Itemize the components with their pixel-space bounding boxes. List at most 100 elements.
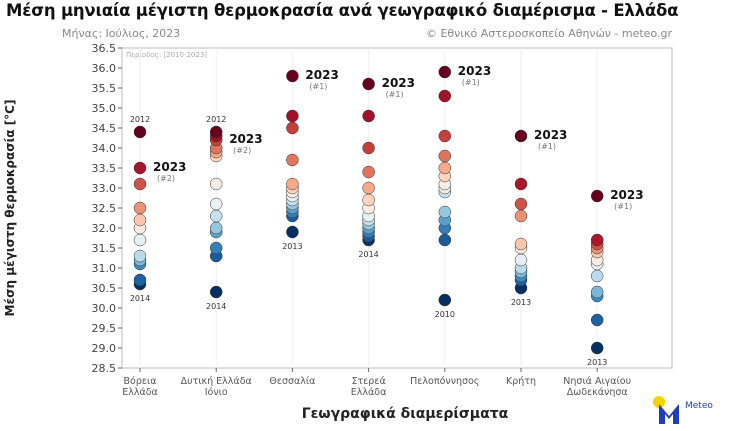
y-axis-label: Μέση μέγιστη θερμοκρασία [°C] (3, 100, 17, 317)
data-point (362, 193, 375, 207)
y-tick-label: 28.5 (92, 362, 117, 375)
x-tick-label: Ιόνιο (205, 387, 228, 398)
label-2023: 2023 (534, 128, 567, 142)
data-point (438, 89, 452, 103)
y-tick-label: 35.5 (92, 82, 117, 95)
data-point (133, 213, 147, 227)
data-point (590, 285, 604, 299)
data-point (286, 225, 299, 239)
rank-2023: (#2) (157, 174, 175, 183)
rank-2023: (#1) (614, 202, 632, 211)
meteo-logo: Meteo (653, 396, 713, 424)
logo-text: Meteo (685, 401, 713, 411)
data-point (362, 77, 375, 91)
data-point (590, 233, 604, 247)
x-axis-label: Γεωγραφικά διαμερίσματα (302, 406, 509, 422)
data-point (133, 177, 147, 191)
data-point (514, 129, 528, 143)
data-point (438, 293, 452, 307)
data-point (514, 197, 528, 211)
data-point (133, 125, 147, 139)
max-year-label: 2012 (130, 115, 150, 124)
data-point (590, 269, 604, 283)
data-point (438, 149, 452, 163)
label-2023: 2023 (305, 68, 338, 82)
data-point (286, 153, 299, 167)
data-point (209, 209, 223, 223)
data-point (362, 181, 375, 195)
label-2023: 2023 (458, 64, 491, 78)
data-point (514, 177, 528, 191)
chart-subtitle: Μήνας: Ιούλιος, 2023 (62, 27, 181, 40)
data-point (362, 165, 375, 179)
min-year-label: 2014 (206, 302, 226, 311)
rank-2023: (#1) (538, 142, 556, 151)
data-point (362, 141, 375, 155)
data-point (209, 241, 223, 255)
y-tick-label: 36.0 (92, 62, 117, 75)
x-tick-label: Ελλάδα (351, 387, 387, 398)
period-note: Περίοδος: [2010-2023] (126, 51, 207, 59)
data-point (514, 237, 528, 251)
y-tick-label: 31.0 (92, 262, 117, 275)
label-2023: 2023 (382, 76, 415, 90)
data-point (133, 161, 147, 175)
data-point (209, 197, 223, 211)
label-2023: 2023 (229, 132, 262, 146)
data-point (209, 177, 223, 191)
data-point (514, 209, 528, 223)
x-tick-label: Στερεά (351, 376, 385, 387)
max-year-label: 2012 (206, 115, 226, 124)
data-point (286, 109, 299, 123)
x-tick-label: Ελλάδα (122, 387, 158, 398)
y-tick-label: 34.0 (92, 142, 117, 155)
y-tick-label: 30.5 (92, 282, 117, 295)
data-point (209, 285, 223, 299)
min-year-label: 2010 (435, 310, 455, 319)
y-tick-label: 31.5 (92, 242, 117, 255)
data-point (438, 233, 452, 247)
y-tick-label: 32.5 (92, 202, 117, 215)
y-tick-label: 35.0 (92, 102, 117, 115)
data-point (286, 69, 299, 83)
data-point (133, 249, 147, 263)
x-tick-label: Πελοπόννησος (410, 376, 479, 387)
data-point (133, 273, 147, 287)
y-tick-label: 29.0 (92, 342, 117, 355)
data-point (438, 205, 452, 219)
rank-2023: (#1) (309, 82, 327, 91)
data-point (286, 177, 299, 191)
data-point (590, 313, 604, 327)
rank-2023: (#1) (462, 78, 480, 87)
min-year-label: 2013 (282, 242, 302, 251)
label-2023: 2023 (153, 160, 186, 174)
data-point (362, 109, 375, 123)
y-tick-label: 30.0 (92, 302, 117, 315)
data-point (209, 125, 223, 139)
data-point (133, 233, 147, 247)
min-year-label: 2013 (511, 298, 531, 307)
data-point (514, 253, 528, 267)
y-tick-label: 29.5 (92, 322, 117, 335)
x-tick-label: Δωδεκάνησα (567, 387, 628, 398)
x-tick-label: Κρήτη (506, 376, 536, 387)
data-point (438, 65, 452, 79)
x-tick-label: Δυτική Ελλάδα (181, 376, 252, 387)
chart-credit: © Εθνικό Αστεροσκοπείο Αθηνών - meteo.gr (425, 27, 672, 40)
chart-title: Μέση μηνιαία μέγιστη θερμοκρασία ανά γεω… (6, 1, 679, 20)
y-tick-label: 36.5 (92, 42, 117, 55)
y-tick-label: 34.5 (92, 122, 117, 135)
data-point (438, 161, 452, 175)
data-point (590, 341, 604, 355)
min-year-label: 2014 (358, 250, 378, 259)
y-tick-label: 33.5 (92, 162, 117, 175)
data-point (209, 221, 223, 235)
x-tick-label: Βόρεια (124, 376, 157, 387)
y-tick-label: 33.0 (92, 182, 117, 195)
label-2023: 2023 (610, 188, 643, 202)
data-point (286, 121, 299, 135)
data-point (590, 189, 604, 203)
y-tick-label: 32.0 (92, 222, 117, 235)
